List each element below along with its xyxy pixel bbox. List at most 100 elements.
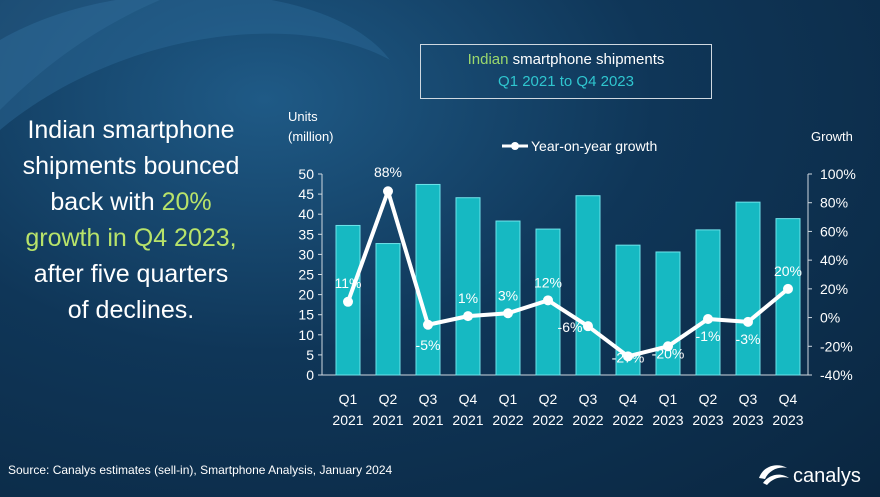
growth-data-label: 3% xyxy=(498,287,518,303)
x-tick-label: 2022 xyxy=(492,412,523,428)
y-tick-label-left: 15 xyxy=(298,307,314,323)
x-tick-label: 2023 xyxy=(652,412,683,428)
growth-data-label: 20% xyxy=(774,263,802,279)
legend-label: Year-on-year growth xyxy=(531,138,657,154)
canalys-logo: canalys xyxy=(759,465,861,487)
headline-line: after five quarters xyxy=(33,260,229,288)
y-tick-label-left: 45 xyxy=(298,186,314,202)
y-tick-label-left: 40 xyxy=(298,206,314,222)
growth-point xyxy=(383,186,393,197)
headline-line: shipments bounced xyxy=(22,152,240,180)
bar xyxy=(495,220,521,376)
growth-line xyxy=(346,189,790,359)
y-tick-label-left: 5 xyxy=(306,347,314,363)
headline-line: of declines. xyxy=(67,296,195,324)
x-tick-label: Q4 xyxy=(779,391,798,407)
growth-point xyxy=(463,311,473,322)
chart-title-text: smartphone shipments xyxy=(508,51,665,68)
bar xyxy=(415,183,441,376)
growth-data-label: -20% xyxy=(652,345,685,361)
x-tick-label: 2021 xyxy=(452,412,483,428)
x-tick-label: Q2 xyxy=(699,391,718,407)
y-tick-label-right: 60% xyxy=(820,223,848,239)
y-tick-label-right: 40% xyxy=(820,252,848,268)
y-tick-label-right: 20% xyxy=(820,281,848,297)
growth-point xyxy=(703,314,713,325)
y-tick-label-left: 35 xyxy=(298,226,314,242)
y-tick-label-right: 80% xyxy=(820,195,848,211)
x-tick-label: Q4 xyxy=(619,391,638,407)
chart-title-highlight: Indian xyxy=(467,51,509,68)
x-tick-label: Q1 xyxy=(339,391,358,407)
headline-text: back with xyxy=(50,188,162,216)
x-tick-label: Q2 xyxy=(539,391,558,407)
x-tick-label: Q2 xyxy=(379,391,398,407)
source-note: Source: Canalys estimates (sell-in), Sma… xyxy=(8,463,393,477)
y-tick-label-right: 100% xyxy=(820,166,856,182)
y-tick-label-left: 50 xyxy=(298,166,314,182)
growth-data-label: 88% xyxy=(374,164,402,180)
headline-line: Indian smartphone xyxy=(27,116,235,144)
x-tick-label: 2021 xyxy=(372,412,403,428)
legend-marker xyxy=(511,142,519,150)
y-axis-title-right: Growth xyxy=(811,129,853,144)
y-tick-label-left: 0 xyxy=(306,367,314,383)
growth-point xyxy=(743,316,753,327)
x-tick-label: 2023 xyxy=(772,412,803,428)
x-tick-label: 2022 xyxy=(612,412,643,428)
growth-data-label: 12% xyxy=(534,274,562,290)
bar xyxy=(575,195,601,376)
y-axis-title-left: Units xyxy=(288,109,318,124)
x-tick-label: Q3 xyxy=(579,391,598,407)
growth-point xyxy=(423,319,433,330)
x-tick-label: 2021 xyxy=(412,412,443,428)
growth-point xyxy=(623,351,633,362)
growth-point xyxy=(543,295,553,306)
headline-highlight: 20% xyxy=(161,188,212,216)
chart-subtitle: Q1 2021 to Q4 2023 xyxy=(498,73,634,90)
bar xyxy=(695,229,721,376)
bar xyxy=(655,251,681,376)
x-tick-label: 2022 xyxy=(532,412,563,428)
growth-data-label: -5% xyxy=(416,337,441,353)
x-tick-label: 2022 xyxy=(572,412,603,428)
growth-data-label: -1% xyxy=(696,328,721,344)
growth-data-label: 1% xyxy=(458,290,478,306)
chart-title-line1: Indian smartphone shipments xyxy=(421,49,711,71)
growth-point xyxy=(583,321,593,332)
y-tick-label-left: 20 xyxy=(298,287,314,303)
headline-highlight: growth in Q4 2023, xyxy=(25,224,237,252)
y-tick-label-left: 10 xyxy=(298,327,314,343)
bar xyxy=(375,243,401,376)
x-tick-label: 2023 xyxy=(732,412,763,428)
x-tick-label: Q1 xyxy=(659,391,678,407)
y-tick-label-right: 0% xyxy=(820,310,840,326)
growth-point xyxy=(503,308,513,319)
headline-line: back with 20% xyxy=(0,184,262,220)
growth-data-label: -27% xyxy=(612,349,645,365)
growth-data-label: -3% xyxy=(736,331,761,347)
headline: Indian smartphone shipments bounced back… xyxy=(0,112,262,328)
growth-point xyxy=(783,283,793,294)
growth-point xyxy=(663,341,673,352)
growth-data-label: 11% xyxy=(335,275,362,291)
canalys-logo-icon xyxy=(759,465,789,485)
bar xyxy=(455,197,481,376)
growth-point xyxy=(343,296,353,307)
y-tick-label-right: -20% xyxy=(820,338,853,354)
x-tick-label: 2023 xyxy=(692,412,723,428)
x-tick-label: Q3 xyxy=(419,391,438,407)
growth-data-label: -6% xyxy=(558,319,583,335)
y-tick-label-left: 25 xyxy=(298,267,314,283)
chart-title: Indian smartphone shipments Q1 2021 to Q… xyxy=(420,44,712,99)
y-axis-title-left: (million) xyxy=(288,129,334,144)
canalys-logo-text: canalys xyxy=(793,465,861,487)
x-tick-label: 2021 xyxy=(332,412,363,428)
y-tick-label-left: 30 xyxy=(298,246,314,262)
x-tick-label: Q3 xyxy=(739,391,758,407)
y-tick-label-right: -40% xyxy=(820,367,853,383)
x-tick-label: Q1 xyxy=(499,391,518,407)
